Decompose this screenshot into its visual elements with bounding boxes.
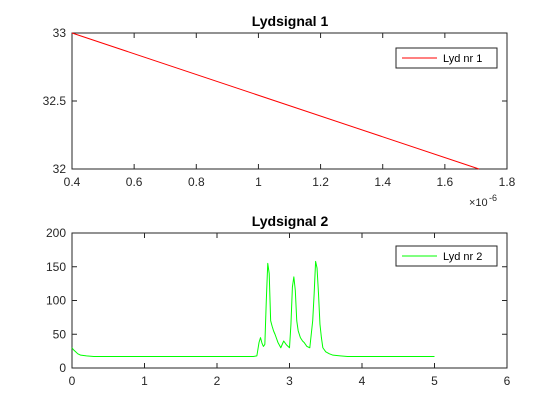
chart-1-x-tick-label: 1.8 [499,175,516,189]
chart-lydsignal-2: Lydsignal 2 0 1 2 3 4 5 6 0 50 100 150 200 Lyd nr 2 [46,213,511,388]
chart-1-multiplier-base: ×10 [469,197,488,209]
chart-2-y-tick-label: 150 [46,260,66,274]
chart-2-ticks: 0 1 2 3 4 5 6 0 50 100 150 200 [46,226,511,388]
chart-2-x-tick-label: 1 [141,374,148,388]
chart-2-y-tick-label: 50 [53,327,67,341]
chart-2-legend-box [395,245,498,267]
chart-2-series [71,260,435,358]
chart-2-legend: Lyd nr 2 [395,245,498,267]
chart-1-y-tick-label: 32.5 [43,94,67,108]
chart-lydsignal-1: Lydsignal 1 0.4 0.6 0.8 1 1.2 1.4 1.6 1.8 32 32.5… [43,13,516,209]
chart-1-x-tick-label: 1.2 [312,175,329,189]
chart-2-x-tick-label: 5 [431,374,438,388]
chart-2-y-tick-label: 0 [59,361,66,375]
chart-1-x-tick-label: 1.6 [437,175,454,189]
chart-2-x-tick-label: 0 [69,374,76,388]
chart-1-series [71,32,480,170]
chart-1-x-tick-label: 0.4 [64,175,81,189]
chart-1-x-tick-label: 0.6 [126,175,143,189]
chart-1-multiplier-exponent: -6 [489,193,497,203]
chart-2-title: Lydsignal 2 [252,213,329,229]
chart-2-series-line [71,260,435,358]
chart-1-y-tick-label: 32 [53,162,67,176]
chart-1-x-tick-label: 0.8 [188,175,205,189]
chart-2-y-tick-label: 200 [46,226,66,240]
chart-1-legend-box [395,47,498,69]
chart-1-series-line [71,32,480,170]
chart-1-legend-label: Lyd nr 1 [443,53,482,65]
chart-2-x-tick-label: 6 [504,374,511,388]
chart-1-y-tick-label: 33 [53,26,67,40]
chart-1-x-multiplier: ×10 -6 [469,193,497,209]
chart-2-x-tick-label: 4 [359,374,366,388]
chart-2-y-tick-label: 100 [46,294,66,308]
chart-2-x-tick-label: 2 [214,374,221,388]
chart-1-x-tick-label: 1.4 [374,175,391,189]
chart-2-legend-label: Lyd nr 2 [443,251,482,263]
chart-2-x-tick-label: 3 [286,374,293,388]
chart-1-legend: Lyd nr 1 [395,47,498,69]
chart-1-x-tick-label: 1 [255,175,262,189]
chart-1-ticks: 0.4 0.6 0.8 1 1.2 1.4 1.6 1.8 32 32.5 33 [43,26,516,189]
chart-1-title: Lydsignal 1 [252,13,329,29]
